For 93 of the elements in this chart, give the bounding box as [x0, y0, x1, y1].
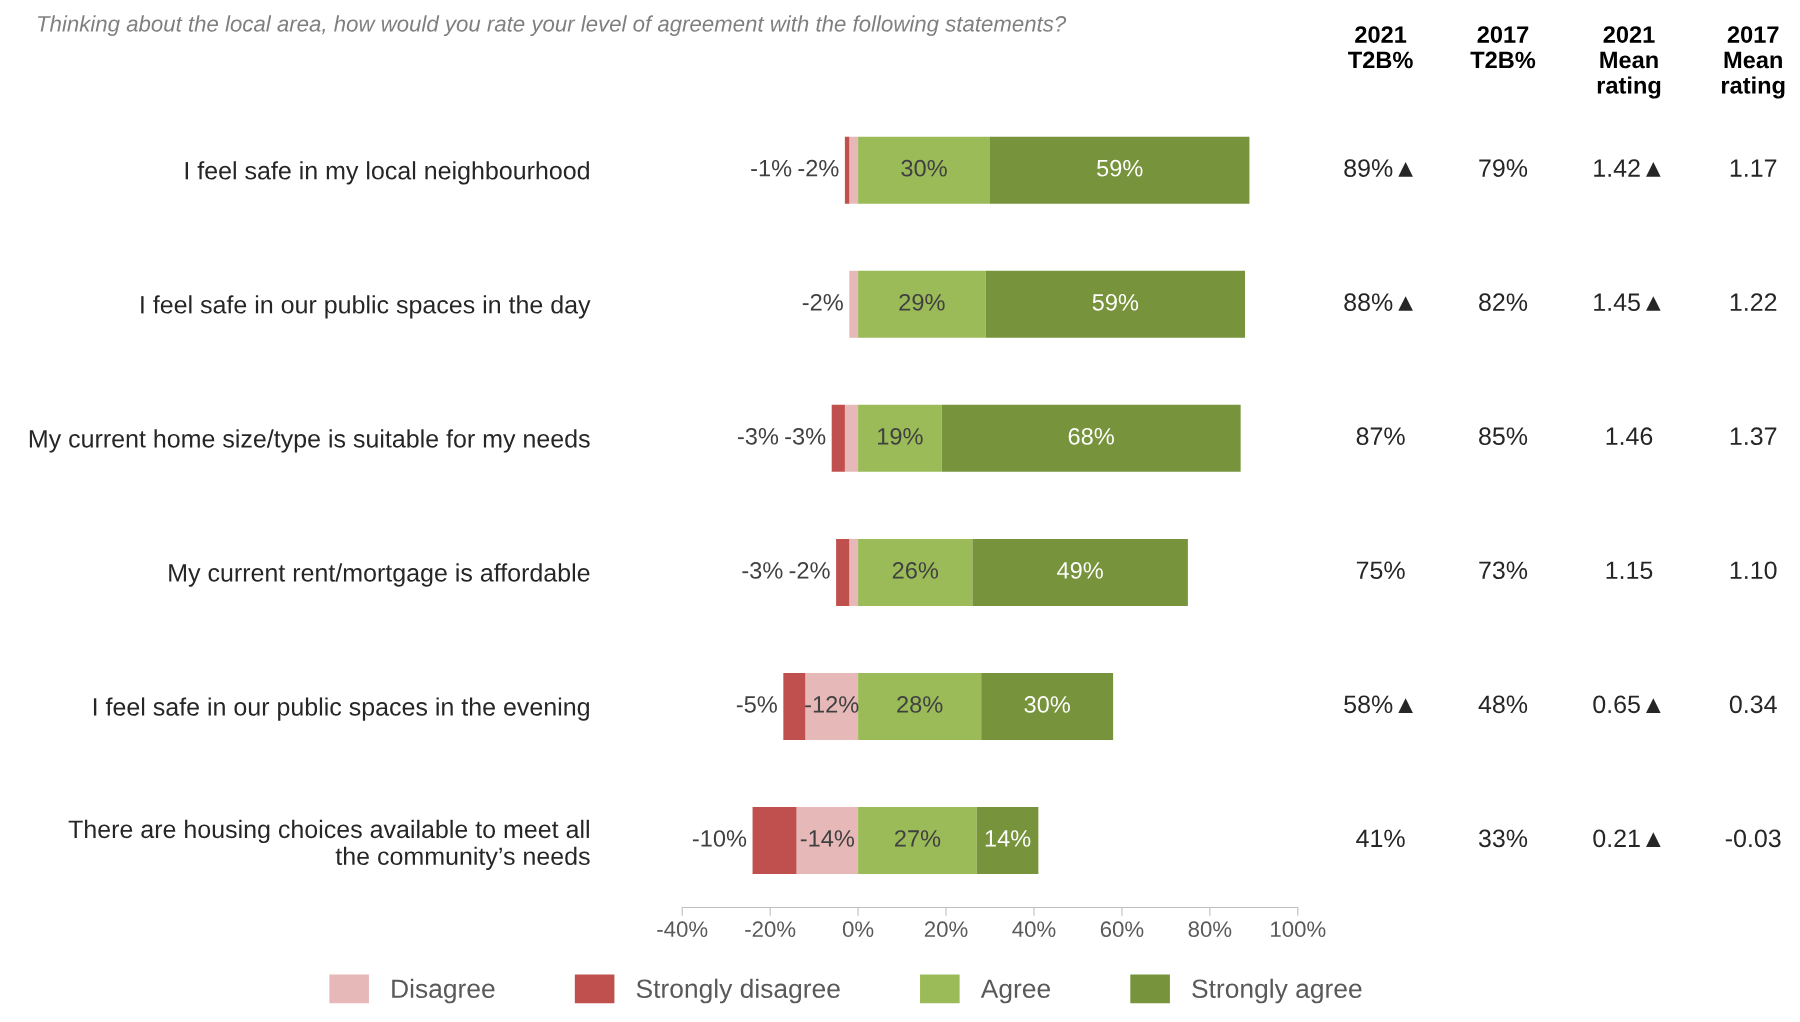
bar — [990, 136, 1250, 204]
x-tick-label: 60% — [1100, 921, 1144, 938]
text: 2017 T2B% — [1470, 26, 1536, 69]
text: 33% — [1478, 829, 1528, 848]
data-label: -1% — [751, 159, 792, 177]
text: 2017 Mean rating — [1721, 26, 1785, 99]
bar — [941, 404, 1241, 472]
y-tick-label: I feel safe in my local neighbourhood — [185, 161, 589, 185]
text: 1.45▲ — [1594, 293, 1661, 312]
y-tick-label: There are housing choices available to meet all the community’s needs — [68, 819, 590, 871]
text: 1.37 — [1730, 427, 1777, 446]
bar — [831, 404, 845, 472]
text: 89%▲ — [1344, 159, 1413, 177]
data-label: -3% — [737, 427, 779, 445]
text: 48% — [1478, 695, 1528, 714]
bar — [981, 672, 1114, 740]
text: 0.21▲ — [1593, 829, 1661, 848]
bar — [858, 270, 986, 338]
legend-label: Strongly agree — [1192, 978, 1362, 1004]
data-label: 30% — [1024, 696, 1070, 713]
data-label: 28% — [897, 696, 943, 713]
bar — [858, 672, 982, 740]
data-label: -2% — [798, 159, 839, 177]
bar — [844, 136, 850, 204]
bar — [858, 538, 973, 606]
bar — [849, 270, 859, 338]
data-label: 59% — [1092, 293, 1139, 311]
y-tick-label: My current rent/mortgage is affordable — [169, 563, 590, 587]
text: 0.65▲ — [1593, 695, 1661, 714]
bar — [783, 672, 806, 740]
x-tick-label: -40% — [657, 921, 708, 938]
text: 87% — [1356, 427, 1405, 446]
data-label: -3% — [785, 427, 826, 445]
data-label: -2% — [789, 562, 830, 579]
text: 1.10 — [1730, 561, 1777, 580]
data-label: 19% — [878, 427, 923, 445]
text: 82% — [1479, 293, 1528, 312]
data-label: 30% — [901, 159, 947, 177]
bar — [858, 807, 977, 875]
y-tick-label: I feel safe in our public spaces in the evening — [93, 697, 589, 721]
data-label: -5% — [736, 696, 777, 713]
data-label: 68% — [1068, 427, 1114, 445]
bar — [805, 672, 859, 740]
text: 88%▲ — [1344, 293, 1413, 312]
legend-label: Disagree — [392, 978, 495, 1004]
y-tick-label: I feel safe in our public spaces in the day — [141, 295, 591, 319]
text: 1.17 — [1730, 159, 1777, 177]
data-label: 27% — [895, 830, 941, 847]
data-label: -12% — [805, 696, 859, 713]
text: 75% — [1356, 561, 1405, 580]
bar — [972, 538, 1188, 606]
data-label: 49% — [1057, 562, 1103, 579]
x-tick-label: 20% — [924, 921, 968, 938]
legend-label: Strongly disagree — [636, 978, 840, 1004]
text: 1.15 — [1606, 561, 1653, 580]
bar — [844, 404, 859, 472]
text: 1.46 — [1606, 427, 1653, 446]
text: 73% — [1479, 561, 1528, 580]
text: 1.22 — [1730, 293, 1777, 311]
bar — [858, 136, 990, 204]
text: 58%▲ — [1344, 695, 1413, 714]
x-tick-label: 80% — [1188, 921, 1232, 938]
data-label: -10% — [692, 830, 747, 847]
bar — [976, 807, 1039, 875]
text: 1.42▲ — [1594, 159, 1661, 177]
data-label: 29% — [899, 293, 945, 311]
data-label: -2% — [802, 293, 843, 311]
text: 0.34 — [1729, 695, 1777, 714]
text: 79% — [1479, 159, 1528, 177]
bar — [985, 270, 1246, 338]
x-tick-label: 0% — [842, 921, 874, 938]
x-tick-label: 40% — [1012, 921, 1056, 938]
legend-label: Agree — [980, 979, 1050, 1004]
text: 2021 Mean rating — [1597, 26, 1661, 99]
data-label: 14% — [985, 830, 1031, 847]
bar — [858, 404, 942, 472]
y-tick-label: My current home size/type is suitable for my needs — [29, 429, 590, 453]
data-label: 26% — [892, 562, 939, 579]
data-label: 59% — [1097, 159, 1143, 177]
bar — [752, 807, 797, 875]
text: 41% — [1356, 829, 1405, 848]
data-label: -14% — [800, 830, 855, 847]
bar — [796, 807, 859, 875]
bar — [836, 538, 850, 606]
data-label: -3% — [742, 562, 783, 579]
x-tick-label: -20% — [745, 921, 796, 938]
text: -0.03 — [1725, 829, 1781, 848]
text: 85% — [1479, 427, 1528, 446]
text: 2021 T2B% — [1348, 26, 1413, 69]
bar — [849, 538, 859, 606]
x-tick-label: 100% — [1271, 921, 1326, 938]
chart-title: Thinking about the local area, how would you rate your level of agreement with the following statements? — [38, 15, 1067, 37]
bar — [849, 136, 859, 204]
